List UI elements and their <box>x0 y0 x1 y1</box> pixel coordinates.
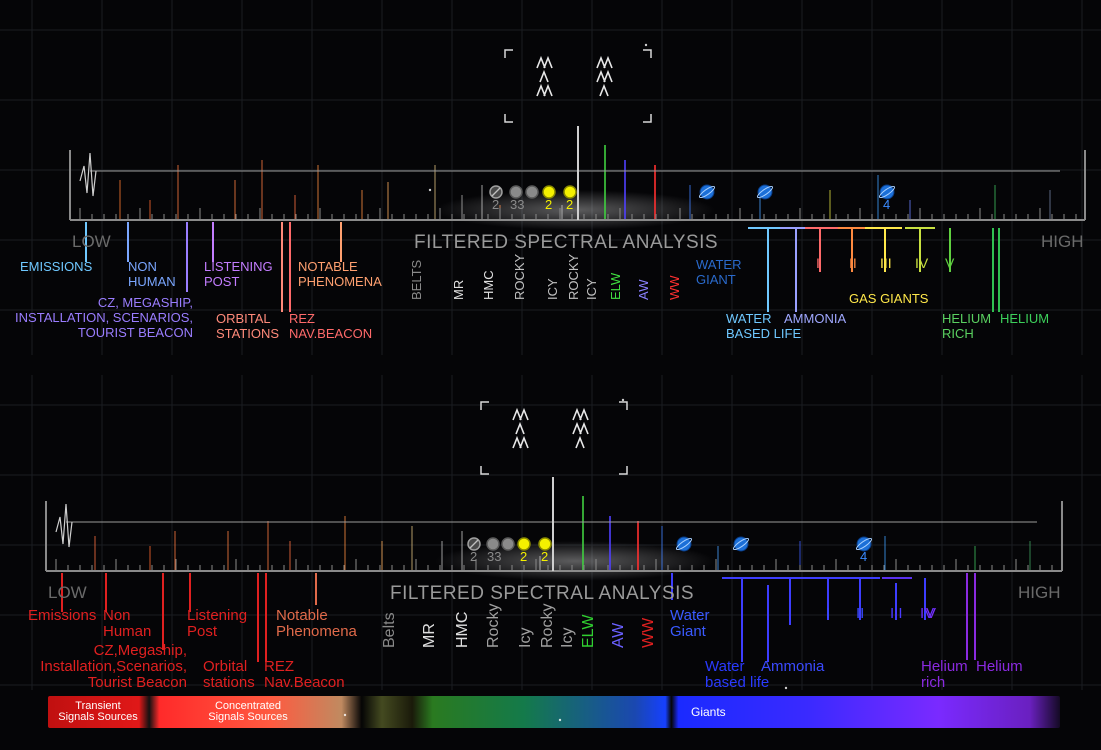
signal-icon-yellow <box>517 537 531 551</box>
spectral-panel-bottom <box>45 401 1063 662</box>
chevron-up-icon <box>603 55 613 69</box>
target-bracket-corner <box>504 49 513 58</box>
chevron-up-icon <box>596 55 606 69</box>
target-bracket-corner <box>643 49 652 58</box>
star <box>343 713 347 717</box>
chevron-up-icon <box>572 407 582 421</box>
target-bracket-corner <box>619 401 628 410</box>
chevron-up-icon <box>579 421 589 435</box>
planet-icon <box>757 184 773 200</box>
grid-bottom <box>0 375 1101 690</box>
planet-icon <box>699 184 715 200</box>
chevron-up-icon <box>539 69 549 83</box>
chevron-up-icon <box>512 407 522 421</box>
planet-ring <box>756 185 774 199</box>
signal-icon-yellow <box>542 185 556 199</box>
planet-icon <box>676 536 692 552</box>
signal-spectrum-band <box>48 43 1060 728</box>
noise-waveform <box>55 503 73 548</box>
chevron-up-icon <box>536 55 546 69</box>
signal-icon <box>509 185 523 199</box>
signal-icon <box>501 537 515 551</box>
planet-ring <box>855 537 873 551</box>
chevron-up-icon <box>512 435 522 449</box>
chevron-up-icon <box>579 407 589 421</box>
planet-ring <box>732 537 750 551</box>
target-bracket-corner <box>504 114 513 123</box>
signal-icon <box>525 185 539 199</box>
signal-icon <box>486 537 500 551</box>
star <box>428 188 432 192</box>
signal-icon-yellow <box>563 185 577 199</box>
signal-icon-slash <box>469 539 479 549</box>
noise-waveform <box>79 152 97 197</box>
chevron-up-icon <box>515 421 525 435</box>
star <box>784 686 788 690</box>
chevron-up-icon <box>575 435 585 449</box>
spectral-panel-top <box>69 49 1086 312</box>
signal-icon-yellow <box>538 537 552 551</box>
planet-ring <box>698 185 716 199</box>
chevron-up-icon <box>599 83 609 97</box>
planet-icon <box>733 536 749 552</box>
planet-ring <box>878 185 896 199</box>
star <box>558 718 562 722</box>
target-bracket-corner <box>619 466 628 475</box>
target-bracket-corner <box>480 466 489 475</box>
chevron-up-icon <box>596 69 606 83</box>
chevron-up-icon <box>543 83 553 97</box>
planet-icon <box>856 536 872 552</box>
star <box>644 43 648 47</box>
chevron-up-icon <box>536 83 546 97</box>
star <box>621 398 625 402</box>
signal-icon-slash <box>491 187 501 197</box>
planet-ring <box>675 537 693 551</box>
target-bracket-corner <box>480 401 489 410</box>
spectrum-gradient-bar <box>48 696 1060 728</box>
chevron-up-icon <box>519 407 529 421</box>
target-bracket-corner <box>643 114 652 123</box>
grid-top <box>0 0 1101 355</box>
chevron-up-icon <box>543 55 553 69</box>
chevron-up-icon <box>572 421 582 435</box>
chevron-up-icon <box>603 69 613 83</box>
planet-icon <box>879 184 895 200</box>
chevron-up-icon <box>519 435 529 449</box>
